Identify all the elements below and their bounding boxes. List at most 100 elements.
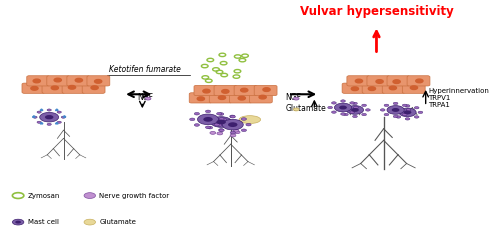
- Circle shape: [230, 131, 235, 134]
- Circle shape: [68, 85, 75, 89]
- Circle shape: [51, 86, 59, 90]
- Ellipse shape: [239, 116, 260, 123]
- Circle shape: [218, 113, 224, 115]
- Circle shape: [294, 97, 299, 100]
- Circle shape: [362, 113, 366, 116]
- Circle shape: [352, 115, 358, 118]
- Circle shape: [396, 116, 401, 118]
- Text: NGF: NGF: [138, 93, 154, 102]
- Circle shape: [352, 87, 358, 91]
- Circle shape: [203, 89, 210, 93]
- Circle shape: [210, 117, 232, 127]
- Circle shape: [219, 129, 224, 132]
- FancyBboxPatch shape: [214, 85, 237, 96]
- FancyBboxPatch shape: [67, 76, 90, 86]
- Circle shape: [384, 104, 389, 107]
- Circle shape: [197, 97, 204, 101]
- FancyBboxPatch shape: [367, 76, 390, 86]
- Circle shape: [222, 90, 229, 93]
- FancyBboxPatch shape: [250, 93, 272, 103]
- FancyBboxPatch shape: [402, 83, 425, 93]
- Polygon shape: [56, 122, 58, 124]
- Circle shape: [47, 123, 52, 125]
- Circle shape: [37, 111, 42, 113]
- Text: NGF: NGF: [286, 93, 302, 102]
- Circle shape: [387, 106, 404, 114]
- Circle shape: [210, 132, 216, 134]
- Circle shape: [242, 129, 246, 132]
- Text: Ketotifen fumarate: Ketotifen fumarate: [109, 65, 180, 74]
- Circle shape: [384, 113, 389, 116]
- Circle shape: [33, 79, 40, 83]
- FancyBboxPatch shape: [342, 83, 365, 93]
- Circle shape: [405, 118, 410, 120]
- Circle shape: [214, 123, 220, 126]
- Circle shape: [380, 109, 385, 111]
- Text: Vulvar hypersensitivity: Vulvar hypersensitivity: [300, 5, 454, 18]
- Circle shape: [346, 106, 364, 114]
- Circle shape: [414, 116, 419, 118]
- Circle shape: [219, 118, 224, 120]
- Circle shape: [12, 219, 24, 225]
- FancyBboxPatch shape: [254, 85, 277, 96]
- Circle shape: [204, 117, 213, 122]
- Circle shape: [259, 95, 266, 99]
- Circle shape: [217, 132, 222, 135]
- FancyBboxPatch shape: [189, 93, 212, 103]
- Text: Mast cell: Mast cell: [28, 219, 58, 225]
- Circle shape: [410, 86, 418, 90]
- Circle shape: [376, 80, 383, 83]
- Circle shape: [221, 118, 226, 121]
- Polygon shape: [32, 116, 35, 117]
- Polygon shape: [56, 109, 58, 111]
- Circle shape: [356, 79, 362, 83]
- Circle shape: [208, 115, 212, 118]
- Circle shape: [222, 119, 244, 130]
- FancyBboxPatch shape: [42, 83, 65, 93]
- FancyBboxPatch shape: [382, 83, 405, 93]
- Circle shape: [392, 108, 400, 112]
- Circle shape: [45, 115, 54, 119]
- Circle shape: [294, 108, 299, 111]
- Circle shape: [246, 123, 251, 126]
- Circle shape: [240, 88, 248, 92]
- Circle shape: [402, 113, 407, 116]
- FancyBboxPatch shape: [47, 76, 70, 86]
- Circle shape: [350, 111, 354, 113]
- FancyBboxPatch shape: [362, 83, 385, 93]
- Circle shape: [57, 121, 62, 123]
- Text: Glutamate: Glutamate: [286, 104, 327, 113]
- Polygon shape: [40, 109, 43, 111]
- Text: Glutamate: Glutamate: [100, 219, 136, 225]
- Circle shape: [230, 115, 235, 118]
- Circle shape: [216, 120, 226, 124]
- Circle shape: [33, 116, 37, 118]
- Circle shape: [208, 126, 212, 129]
- Text: Nerve growth factor: Nerve growth factor: [100, 193, 170, 199]
- Circle shape: [334, 103, 351, 112]
- Circle shape: [393, 102, 398, 105]
- Circle shape: [230, 125, 236, 128]
- FancyBboxPatch shape: [87, 76, 110, 86]
- Circle shape: [216, 124, 222, 126]
- Circle shape: [406, 109, 411, 111]
- Circle shape: [228, 122, 237, 127]
- Circle shape: [234, 131, 240, 134]
- FancyBboxPatch shape: [22, 83, 45, 93]
- Circle shape: [418, 111, 423, 113]
- Circle shape: [340, 100, 345, 102]
- Circle shape: [94, 80, 102, 83]
- FancyBboxPatch shape: [62, 83, 85, 93]
- FancyBboxPatch shape: [387, 76, 410, 86]
- Circle shape: [194, 112, 200, 115]
- Circle shape: [340, 113, 345, 115]
- Circle shape: [396, 107, 401, 109]
- Text: Zymosan: Zymosan: [28, 193, 60, 199]
- Circle shape: [354, 106, 358, 109]
- Circle shape: [328, 106, 332, 109]
- Circle shape: [344, 104, 348, 107]
- Circle shape: [230, 134, 236, 137]
- Circle shape: [332, 102, 336, 104]
- FancyBboxPatch shape: [230, 93, 252, 103]
- Circle shape: [206, 110, 210, 113]
